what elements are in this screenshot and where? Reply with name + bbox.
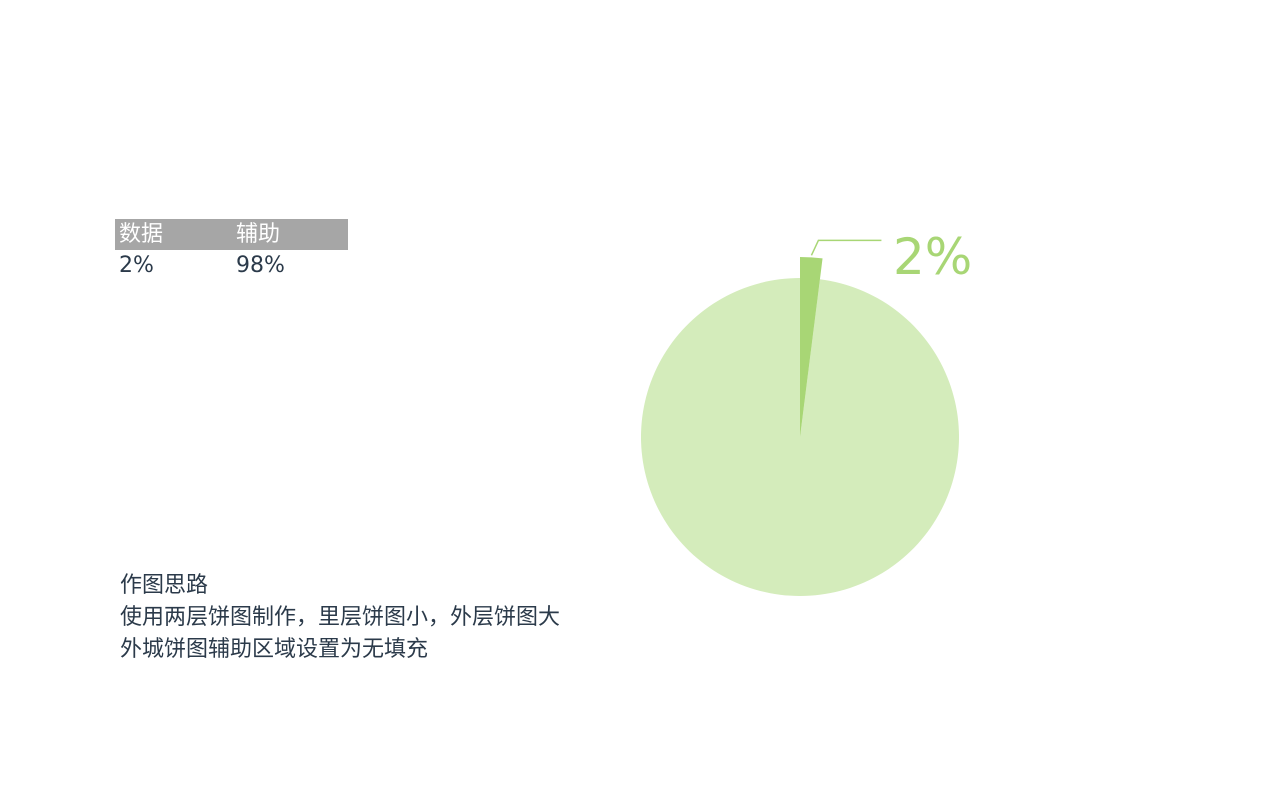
header-data: 数据: [115, 219, 232, 250]
data-table: 数据 辅助 2% 98%: [115, 219, 348, 282]
cell-data-value: 2%: [119, 253, 154, 278]
pie-slice-data: [800, 257, 823, 437]
pie-slice-auxiliary: [641, 278, 960, 596]
notes-line-1: 使用两层饼图制作，里层饼图小，外层饼图大: [120, 605, 561, 630]
data-label: 2%: [893, 228, 972, 286]
table-header-row: 数据 辅助: [115, 219, 348, 250]
pie-layer: [641, 257, 960, 596]
notes: 作图思路 使用两层饼图制作，里层饼图小，外层饼图大 外城饼图辅助区域设置为无填充: [120, 570, 560, 666]
leader-line: [810, 239, 882, 256]
cell-auxiliary-value: 98%: [236, 253, 285, 278]
notes-line-2: 外城饼图辅助区域设置为无填充: [120, 637, 429, 662]
notes-heading: 作图思路: [120, 573, 209, 598]
header-auxiliary: 辅助: [232, 219, 348, 250]
table-row: 2% 98%: [115, 250, 348, 282]
